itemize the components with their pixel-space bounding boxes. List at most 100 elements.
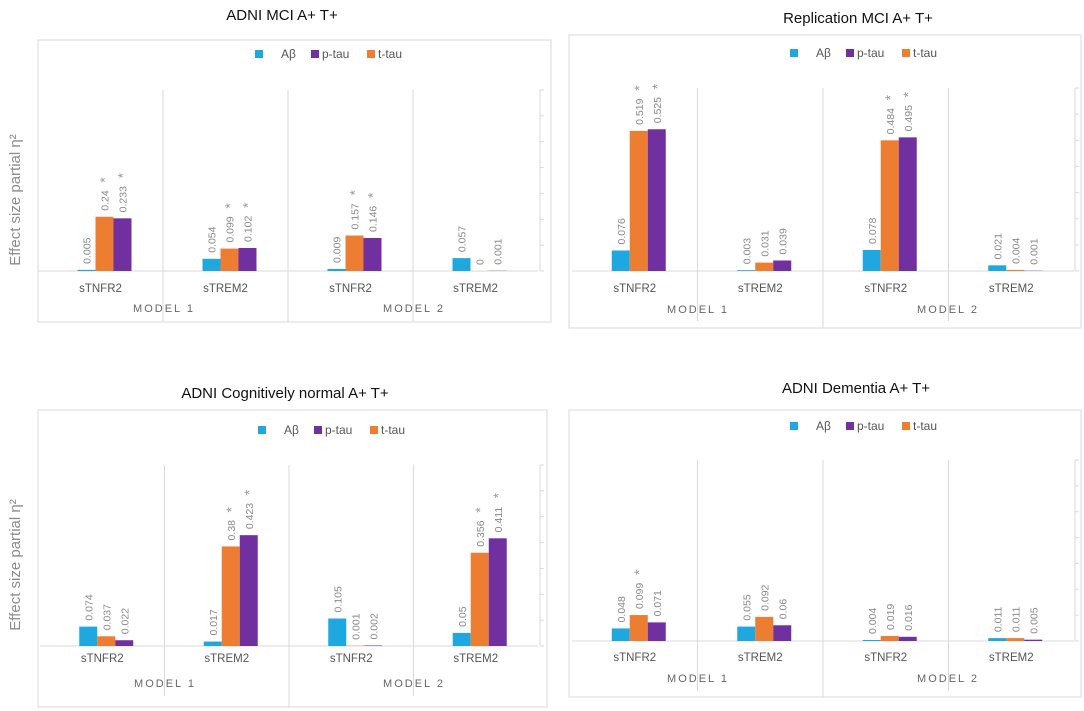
data-label: 0.099	[225, 216, 237, 242]
data-label: 0.519	[634, 98, 646, 124]
chart-title: ADNI Cognitively normal A+ T+	[181, 385, 389, 402]
data-label: 0.001	[350, 613, 362, 639]
significance-star: *	[241, 489, 257, 495]
category-label: sTNFR2	[330, 653, 373, 665]
category-label: sTREM2	[738, 652, 783, 664]
data-label: 0.037	[101, 604, 113, 630]
legend: Aβ p-tau t-tau	[258, 423, 405, 437]
bar-ptau-4	[488, 538, 507, 646]
data-label: 0.495	[903, 105, 915, 131]
significance-star: *	[97, 177, 113, 183]
chart-title: Replication MCI A+ T+	[783, 10, 933, 27]
data-label: 0.054	[207, 226, 219, 252]
data-label: 0.001	[493, 238, 505, 264]
data-label: 0.074	[83, 594, 95, 620]
data-label: 0.048	[616, 596, 628, 622]
data-label: 0.38	[226, 520, 238, 541]
legend-swatch-0	[790, 422, 798, 430]
category-label: sTREM2	[204, 653, 249, 665]
legend-swatch-1	[846, 422, 854, 430]
legend: Aβ p-tau t-tau	[790, 419, 937, 433]
category-label: sTREM2	[989, 652, 1034, 664]
legend-label-2: t-tau	[378, 47, 402, 61]
data-label: 0.017	[208, 609, 220, 635]
significance-star: *	[900, 91, 916, 97]
data-label: 0	[475, 259, 487, 265]
chart-title: ADNI MCI A+ T+	[226, 7, 338, 24]
bar-ptau-1	[647, 622, 666, 641]
bar-ttau-4	[1006, 638, 1025, 641]
legend-label-0: Aβ	[816, 419, 831, 433]
bar-a-1	[611, 628, 630, 641]
legend-swatch-2	[370, 426, 378, 434]
significance-star: *	[365, 192, 381, 198]
bar-ptau-1	[113, 218, 132, 271]
data-label: 0.071	[652, 590, 664, 616]
data-label: 0.076	[616, 218, 628, 244]
bar-ttau-4	[1006, 269, 1025, 271]
significance-star: *	[882, 94, 898, 100]
legend-swatch-1	[314, 426, 322, 434]
data-label: 0.24	[100, 190, 112, 211]
bar-ptau-3	[898, 137, 917, 271]
model-label: MODEL 2	[917, 304, 979, 316]
data-label: 0.06	[777, 599, 789, 620]
chart-panel-3: ADNI Cognitively normal A+ T+ Aβ p-tau t-ta…	[37, 385, 548, 708]
model-label: MODEL 2	[383, 678, 445, 690]
bar-ptau-2	[238, 247, 257, 271]
bar-ttau-2	[221, 546, 240, 646]
data-label: 0.005	[82, 237, 94, 263]
category-label: sTNFR2	[613, 283, 656, 295]
bar-a-3	[328, 618, 347, 646]
chart-panel-1: ADNI MCI A+ T+ Aβ p-tau t-tau 0.005 0.24 * 0.23…	[37, 7, 552, 323]
bar-a-4	[988, 638, 1007, 641]
significance-star: *	[223, 506, 239, 512]
data-label: 0.002	[368, 613, 380, 639]
legend-label-2: t-tau	[381, 423, 405, 437]
model-label: MODEL 2	[383, 303, 445, 315]
bar-ptau-3	[898, 636, 917, 641]
category-label: sTREM2	[453, 653, 498, 665]
legend-label-1: p-tau	[857, 419, 884, 433]
panel-frame	[568, 34, 1082, 329]
model-label: MODEL 1	[667, 304, 729, 316]
bar-a-4	[452, 258, 471, 271]
bar-ttau-2	[755, 262, 774, 271]
category-label: sTNFR2	[613, 652, 656, 664]
data-label: 0.022	[119, 608, 131, 634]
bar-ttau-1	[95, 216, 114, 271]
legend-swatch-2	[902, 422, 910, 430]
significance-star: *	[222, 203, 238, 209]
data-label: 0.004	[1010, 237, 1022, 263]
bar-ttau-3	[880, 636, 899, 641]
category-label: sTREM2	[738, 283, 783, 295]
data-label: 0.005	[1028, 607, 1040, 633]
legend-label-0: Aβ	[281, 47, 296, 61]
data-label: 0.021	[992, 233, 1004, 259]
model-label: MODEL 2	[917, 673, 979, 685]
bar-ttau-3	[880, 140, 899, 271]
data-label: 0.411	[493, 507, 505, 533]
data-label: 0.102	[243, 216, 255, 242]
chart-panels: ADNI MCI A+ T+ Aβ p-tau t-tau 0.005 0.24 * 0.23…	[37, 7, 1082, 708]
data-label: 0.004	[867, 608, 879, 634]
data-label: 0.423	[244, 503, 256, 529]
bar-ttau-2	[220, 248, 239, 271]
significance-star: *	[631, 569, 647, 575]
bar-ptau-2	[773, 260, 792, 271]
significance-star: *	[347, 190, 363, 196]
category-label: sTREM2	[203, 283, 248, 295]
legend: Aβ p-tau t-tau	[255, 47, 402, 61]
data-label: 0.157	[350, 203, 362, 229]
significance-star: *	[472, 507, 488, 513]
bar-a-4	[452, 632, 471, 646]
bar-a-2	[737, 626, 756, 641]
data-label: 0.233	[118, 186, 130, 212]
bar-a-3	[862, 639, 881, 641]
category-label: sTREM2	[453, 283, 498, 295]
data-label: 0.146	[368, 206, 380, 232]
chart-panel-2: Replication MCI A+ T+ Aβ p-tau t-tau 0.076 0.…	[568, 10, 1082, 329]
category-label: sTNFR2	[79, 283, 122, 295]
data-label: 0.057	[457, 226, 469, 252]
panel-frame	[37, 39, 552, 323]
